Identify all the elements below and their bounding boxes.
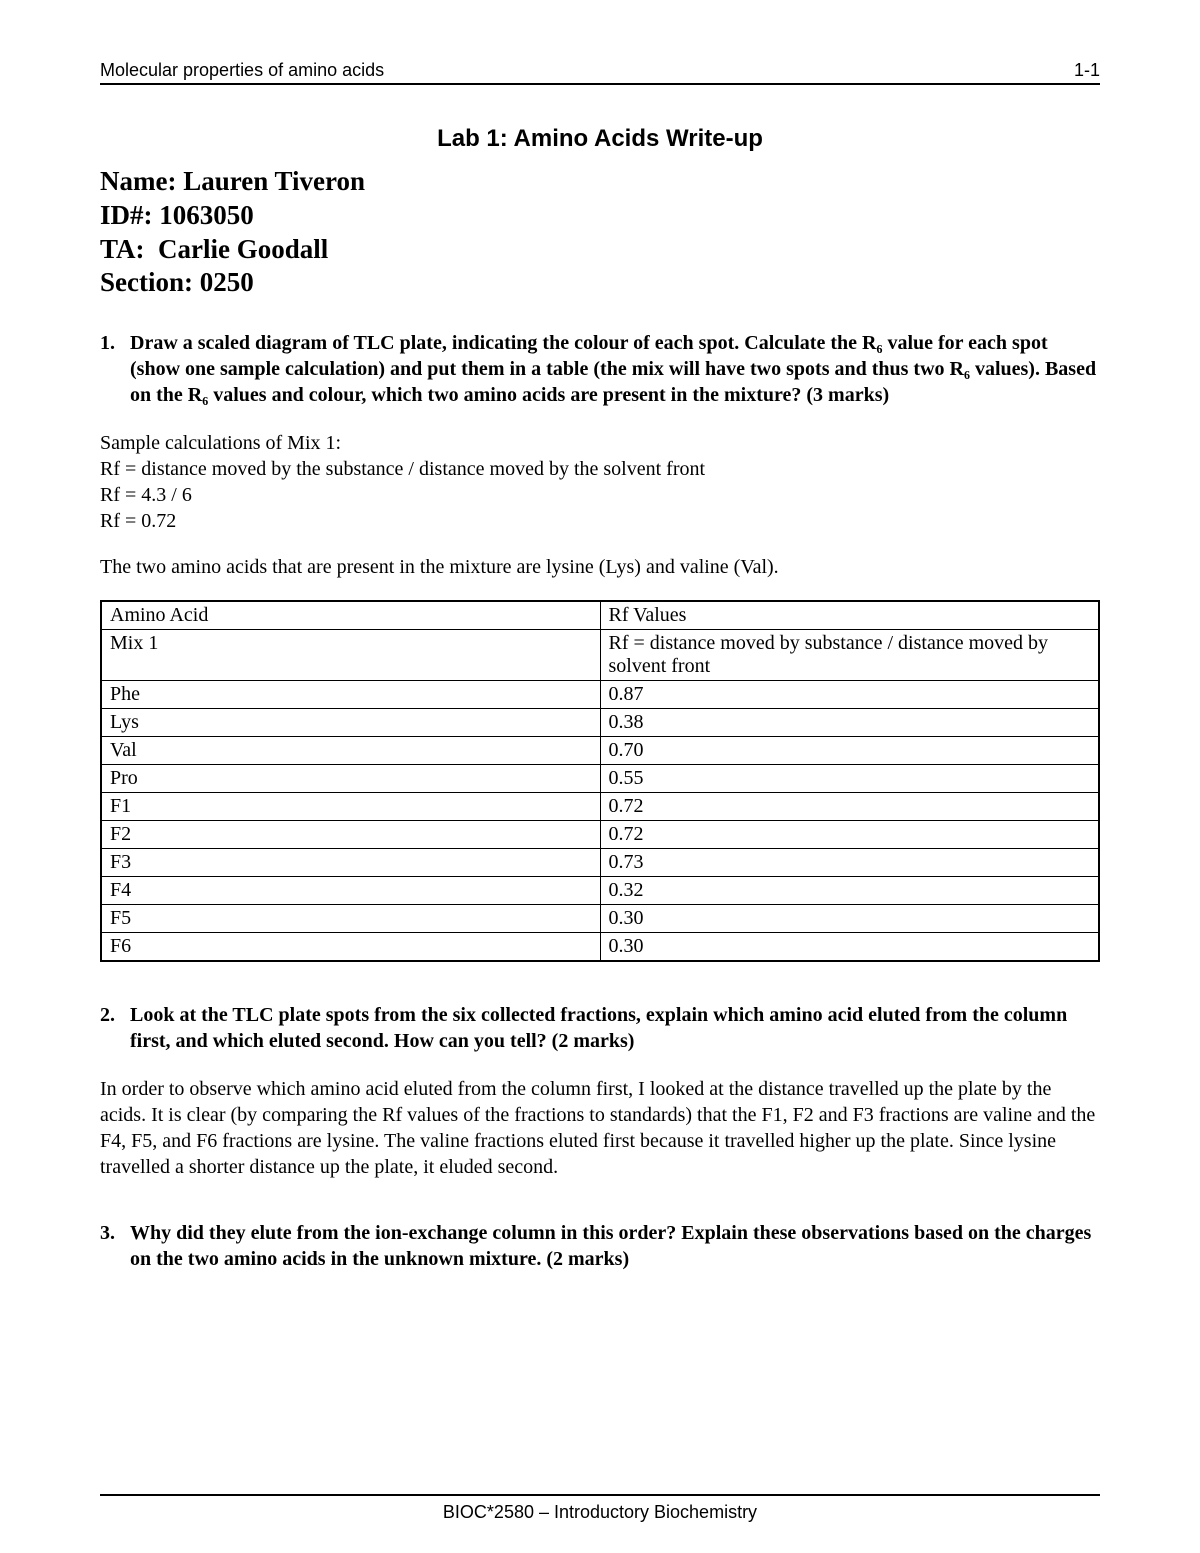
- question-3: 3. Why did they elute from the ion-excha…: [100, 1220, 1100, 1272]
- sample-calculations: Sample calculations of Mix 1: Rf = dista…: [100, 430, 1100, 534]
- ta-label: TA:: [100, 234, 145, 264]
- table-row: Val0.70: [101, 737, 1099, 765]
- id-label: ID#:: [100, 200, 153, 230]
- table-row: F20.72: [101, 821, 1099, 849]
- answer-1: The two amino acids that are present in …: [100, 554, 1100, 580]
- cell-a: F1: [101, 793, 600, 821]
- id-value: 1063050: [159, 200, 254, 230]
- section-label: Section:: [100, 267, 193, 297]
- cell-b: 0.32: [600, 877, 1099, 905]
- table-row: Phe0.87: [101, 681, 1099, 709]
- footer: BIOC*2580 – Introductory Biochemistry: [100, 1494, 1100, 1523]
- cell-a: Val: [101, 737, 600, 765]
- cell-b: 0.70: [600, 737, 1099, 765]
- table-row: Pro0.55: [101, 765, 1099, 793]
- question-2: 2. Look at the TLC plate spots from the …: [100, 1002, 1100, 1054]
- calc-line-4: Rf = 0.72: [100, 508, 1100, 534]
- cell-b: 0.30: [600, 905, 1099, 933]
- section-line: Section: 0250: [100, 266, 1100, 300]
- header-right: 1-1: [1074, 60, 1100, 81]
- name-line: Name: Lauren Tiveron: [100, 165, 1100, 199]
- q1-text: Draw a scaled diagram of TLC plate, indi…: [130, 330, 1100, 408]
- table-row-mix: Mix 1 Rf = distance moved by substance /…: [101, 630, 1099, 681]
- q2-text: Look at the TLC plate spots from the six…: [130, 1002, 1100, 1054]
- table-row: F60.30: [101, 933, 1099, 962]
- cell-b: 0.55: [600, 765, 1099, 793]
- cell-b: 0.87: [600, 681, 1099, 709]
- cell-b: 0.38: [600, 709, 1099, 737]
- running-header: Molecular properties of amino acids 1-1: [100, 60, 1100, 85]
- cell-b: 0.72: [600, 821, 1099, 849]
- cell-a: Lys: [101, 709, 600, 737]
- cell-a: F2: [101, 821, 600, 849]
- rf-table: Amino Acid Rf Values Mix 1 Rf = distance…: [100, 600, 1100, 962]
- cell-b: 0.30: [600, 933, 1099, 962]
- table-header-row: Amino Acid Rf Values: [101, 601, 1099, 630]
- section-value: 0250: [200, 267, 254, 297]
- calc-line-2: Rf = distance moved by the substance / d…: [100, 456, 1100, 482]
- ta-line: TA: Carlie Goodall: [100, 233, 1100, 267]
- col2-header: Rf Values: [600, 601, 1099, 630]
- cell-a: F5: [101, 905, 600, 933]
- table-row: F30.73: [101, 849, 1099, 877]
- mix-formula: Rf = distance moved by substance / dista…: [600, 630, 1099, 681]
- q3-text: Why did they elute from the ion-exchange…: [130, 1220, 1100, 1272]
- table-row: F40.32: [101, 877, 1099, 905]
- q3-number: 3.: [100, 1220, 130, 1272]
- calc-line-1: Sample calculations of Mix 1:: [100, 430, 1100, 456]
- name-value: Lauren Tiveron: [183, 166, 365, 196]
- cell-a: F3: [101, 849, 600, 877]
- q1-number: 1.: [100, 330, 130, 408]
- name-label: Name:: [100, 166, 176, 196]
- cell-b: 0.72: [600, 793, 1099, 821]
- header-left: Molecular properties of amino acids: [100, 60, 384, 81]
- question-1: 1. Draw a scaled diagram of TLC plate, i…: [100, 330, 1100, 408]
- calc-line-3: Rf = 4.3 / 6: [100, 482, 1100, 508]
- cell-a: Phe: [101, 681, 600, 709]
- student-info: Name: Lauren Tiveron ID#: 1063050 TA: Ca…: [100, 165, 1100, 300]
- table-row: Lys0.38: [101, 709, 1099, 737]
- cell-a: F6: [101, 933, 600, 962]
- cell-a: Pro: [101, 765, 600, 793]
- page: Molecular properties of amino acids 1-1 …: [0, 0, 1200, 1553]
- table-row: F10.72: [101, 793, 1099, 821]
- table-row: F50.30: [101, 905, 1099, 933]
- cell-b: 0.73: [600, 849, 1099, 877]
- mix-label: Mix 1: [101, 630, 600, 681]
- ta-value: Carlie Goodall: [158, 234, 328, 264]
- q2-number: 2.: [100, 1002, 130, 1054]
- lab-title: Lab 1: Amino Acids Write-up: [100, 125, 1100, 153]
- id-line: ID#: 1063050: [100, 199, 1100, 233]
- cell-a: F4: [101, 877, 600, 905]
- col1-header: Amino Acid: [101, 601, 600, 630]
- answer-2: In order to observe which amino acid elu…: [100, 1076, 1100, 1180]
